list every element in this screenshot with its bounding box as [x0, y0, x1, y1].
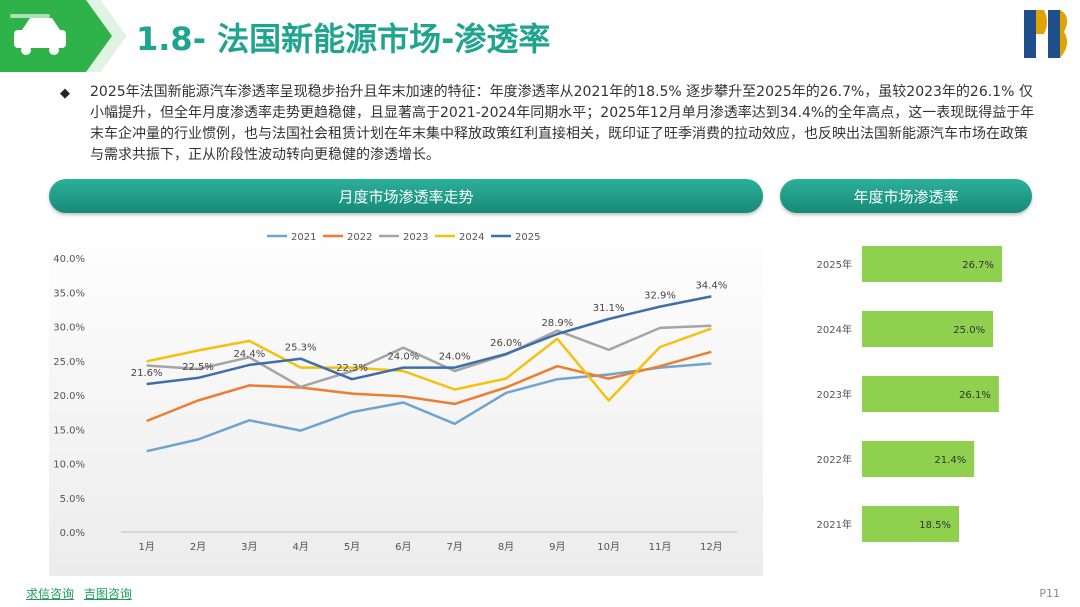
legend-label: 2025: [515, 232, 540, 243]
x-tick-label: 4月: [292, 541, 308, 553]
x-tick-label: 10月: [597, 541, 620, 553]
data-label: 22.5%: [182, 362, 214, 373]
footer-link-jitu[interactable]: 吉图咨询: [83, 587, 132, 601]
legend-label: 2024: [459, 232, 484, 243]
x-tick-label: 3月: [241, 541, 257, 553]
annual-chart-panel: 2025年 26.7% 2024年 25.0% 2023年 26.1% 2022年 21.4%…: [780, 218, 1032, 576]
y-tick-label: 20.0%: [53, 391, 85, 402]
y-tick-label: 5.0%: [60, 494, 85, 505]
x-tick-label: 9月: [549, 541, 565, 553]
page-title: 1.8- 法国新能源市场-渗透率: [136, 20, 551, 58]
footer-links: 求信咨询 吉图咨询: [26, 585, 138, 602]
diamond-bullet-icon: ◆: [60, 86, 70, 101]
bar-category-label: 2021年: [817, 518, 852, 531]
data-label: 24.4%: [233, 349, 265, 360]
bar-category-label: 2025年: [817, 258, 852, 271]
series-line-2025: [146, 295, 712, 386]
y-tick-label: 25.0%: [53, 357, 85, 368]
bar-value-label: 21.4%: [934, 455, 966, 466]
annual-bar-chart: 2025年 26.7% 2024年 25.0% 2023年 26.1% 2022年 21.4%…: [817, 246, 1002, 542]
annual-section-header: 年度市场渗透率: [780, 179, 1032, 213]
x-tick-label: 12月: [700, 541, 723, 553]
header-banner: [0, 0, 126, 72]
bar-category-label: 2023年: [817, 388, 852, 401]
bar: [862, 506, 959, 542]
series-line-2022: [146, 350, 712, 423]
series-line-2021: [146, 362, 712, 453]
monthly-chart-panel: 0.0% 5.0% 10.0% 15.0% 20.0% 25.0% 30.0% 35.0% 40…: [49, 218, 763, 576]
summary-text: 2025年法国新能源汽车渗透率呈现稳步抬升且年末加速的特征：年度渗透率从2021…: [90, 84, 1035, 163]
bar-value-label: 26.1%: [959, 390, 991, 401]
data-label: 26.0%: [490, 338, 522, 349]
x-tick-label: 7月: [446, 541, 462, 553]
x-tick-label: 11月: [649, 541, 672, 553]
x-tick-label: 6月: [395, 541, 411, 553]
car-icon: [10, 14, 66, 55]
footer-link-qiuxin[interactable]: 求信咨询: [26, 587, 75, 601]
data-label: 25.3%: [285, 343, 317, 354]
data-label: 34.4%: [695, 280, 727, 291]
data-label: 32.9%: [644, 291, 676, 302]
page-number: P11: [1039, 587, 1060, 600]
bar: [862, 441, 975, 477]
x-tick-label: 5月: [344, 541, 360, 553]
db-logo-icon: [1024, 10, 1068, 58]
x-tick-label: 1月: [138, 541, 154, 553]
y-tick-label: 10.0%: [53, 460, 85, 471]
x-tick-label: 8月: [498, 541, 514, 553]
legend-label: 2021: [291, 232, 316, 243]
monthly-line-chart: 0.0% 5.0% 10.0% 15.0% 20.0% 25.0% 30.0% 35.0% 40…: [53, 232, 737, 553]
data-label: 22.3%: [336, 363, 368, 374]
data-label: 28.9%: [541, 318, 573, 329]
bar: [862, 376, 999, 412]
bar: [862, 311, 994, 347]
bar-category-label: 2024年: [817, 323, 852, 336]
bar-value-label: 25.0%: [953, 325, 985, 336]
x-tick-label: 2月: [190, 541, 206, 553]
bar: [862, 246, 1002, 282]
y-tick-label: 0.0%: [60, 528, 85, 539]
bar-category-label: 2022年: [817, 453, 852, 466]
bar-value-label: 18.5%: [919, 520, 951, 531]
series-line-2023: [146, 324, 712, 389]
y-tick-label: 40.0%: [53, 254, 85, 265]
bar-value-label: 26.7%: [962, 260, 994, 271]
data-label: 21.6%: [131, 368, 163, 379]
data-label: 24.0%: [387, 352, 419, 363]
monthly-section-header: 月度市场渗透率走势: [49, 179, 763, 213]
legend-label: 2022: [347, 232, 372, 243]
y-tick-label: 30.0%: [53, 323, 85, 334]
data-label: 31.1%: [593, 303, 625, 314]
data-label: 24.0%: [439, 352, 471, 363]
series-line-2024: [146, 327, 712, 402]
y-tick-label: 35.0%: [53, 288, 85, 299]
y-tick-label: 15.0%: [53, 425, 85, 436]
legend-label: 2023: [403, 232, 428, 243]
